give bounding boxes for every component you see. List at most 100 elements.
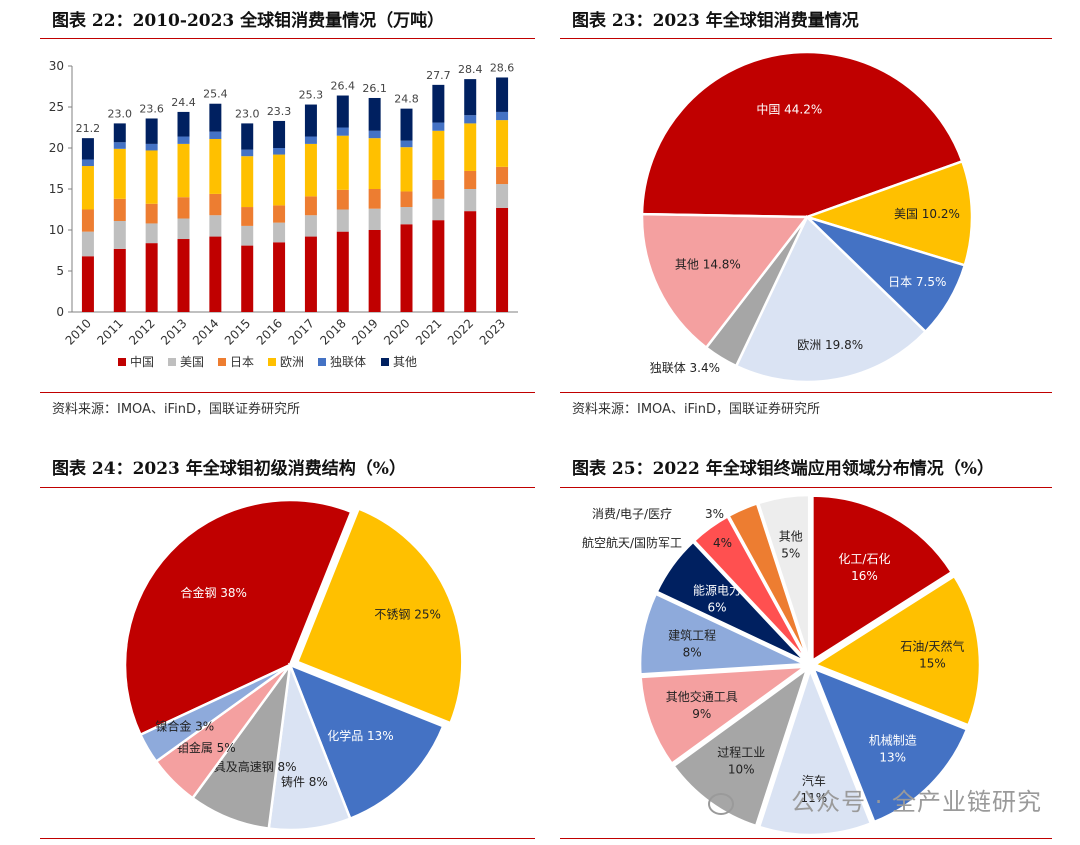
slice-label: 中国 44.2% — [756, 102, 822, 117]
bar-segment-独联体 — [432, 122, 445, 131]
x-tick-label: 2021 — [413, 316, 444, 347]
bar-segment-中国 — [273, 242, 286, 312]
panel-consumption-trend: 图表 22：2010-2023 全球钼消费量情况（万吨） 0 5 10 15 20 25 3… — [40, 6, 535, 426]
bar-total-label: 21.2 — [76, 122, 101, 135]
bar-segment-其他 — [400, 108, 413, 141]
slice-label: 石油/天然气 — [900, 638, 964, 653]
bar-segment-日本 — [273, 205, 286, 223]
slice-value: 9% — [692, 707, 711, 721]
bar-segment-日本 — [496, 166, 509, 185]
bar-segment-美国 — [400, 207, 413, 225]
bar-total-label: 27.7 — [426, 69, 451, 82]
bar-segment-独联体 — [209, 131, 222, 139]
slice-label: 不锈钢 25% — [374, 608, 441, 622]
bar-segment-欧洲 — [464, 123, 477, 171]
bar-segment-日本 — [113, 198, 126, 221]
slice-label: 钼金属 5% — [177, 740, 236, 755]
slice-label: 机械制造 — [869, 733, 917, 748]
slice-value: 5% — [781, 547, 800, 561]
y-tick-label: 25 — [49, 100, 64, 114]
bar-segment-美国 — [113, 220, 126, 249]
bar-segment-美国 — [209, 215, 222, 237]
bar-segment-独联体 — [273, 148, 286, 155]
x-tick-label: 2010 — [63, 316, 94, 347]
bar-segment-独联体 — [368, 130, 381, 139]
x-tick-label: 2014 — [190, 316, 221, 347]
pie-slice — [734, 214, 928, 384]
slice-label: 合金钢 38% — [180, 585, 247, 600]
bar-total-label: 23.6 — [139, 102, 164, 115]
pie-slice — [295, 507, 464, 725]
legend-label: 中国 — [130, 354, 154, 369]
slice-label: 美国 10.2% — [894, 207, 960, 221]
bar-segment-其他 — [81, 138, 94, 160]
bar-segment-美国 — [241, 225, 254, 246]
bar-segment-独联体 — [145, 143, 158, 151]
bar-segment-日本 — [209, 193, 222, 216]
bar-segment-美国 — [81, 231, 94, 257]
pie-slice — [654, 540, 807, 664]
bar-segment-欧洲 — [177, 143, 190, 198]
panel-consumption-2023: 图表 23：2023 年全球钼消费量情况 中国 44.2% 美国 10.2% 日本 … — [560, 6, 1052, 426]
bar-segment-独联体 — [241, 149, 254, 157]
bar-segment-中国 — [113, 248, 126, 312]
legend-label: 独联体 — [330, 355, 366, 369]
bar-segment-中国 — [81, 256, 94, 312]
slice-label: 其他 14.8% — [675, 258, 741, 272]
legend-label: 欧洲 — [280, 355, 304, 369]
legend-label: 日本 — [230, 355, 254, 369]
bar-segment-欧洲 — [145, 150, 158, 204]
bar-segment-中国 — [336, 231, 349, 312]
bar-segment-欧洲 — [81, 166, 94, 210]
legend-label: 其他 — [393, 355, 417, 369]
bar-segment-欧洲 — [113, 148, 126, 199]
y-tick-label: 15 — [49, 182, 64, 196]
slice-label: 航空航天/国防军工 — [582, 535, 682, 550]
bar-segment-欧洲 — [368, 138, 381, 189]
slice-value: 13% — [879, 751, 906, 765]
bar-segment-日本 — [464, 170, 477, 189]
slice-label: 镍合金 3% — [155, 719, 214, 734]
slice-value: 15% — [919, 656, 946, 670]
bar-segment-美国 — [368, 208, 381, 230]
pie-slice — [757, 666, 873, 837]
bar-total-label: 25.4 — [203, 88, 228, 101]
panel-end-use: 图表 25：2022 年全球钼终端应用领域分布情况（%） 化工/石化 16% 石油/… — [560, 454, 1052, 844]
watermark: 公众号 · 全产业链研究 — [791, 788, 1042, 816]
y-tick-label: 30 — [49, 59, 64, 73]
bar-total-label: 28.6 — [490, 61, 514, 74]
pie-slice — [138, 663, 291, 764]
bar-total-label: 25.3 — [299, 89, 324, 102]
bar-segment-欧洲 — [432, 130, 445, 180]
slice-label: 欧洲 19.8% — [797, 338, 863, 352]
wechat-icon — [708, 793, 734, 815]
bar-segment-其他 — [145, 118, 158, 144]
bar-total-label: 24.8 — [394, 93, 419, 106]
bar-total-label: 26.4 — [331, 80, 356, 93]
slice-label: 工具及高速钢 8% — [202, 759, 297, 774]
slice-label: 过程工业 — [717, 745, 765, 760]
bar-total-label: 23.0 — [235, 107, 260, 120]
x-tick-label: 2011 — [94, 316, 125, 347]
bar-segment-中国 — [177, 239, 190, 312]
slice-label: 能源电力 — [693, 583, 741, 597]
panel-title: 图表 23：2023 年全球钼消费量情况 — [572, 11, 859, 31]
bar-segment-中国 — [464, 211, 477, 312]
bar-segment-独联体 — [113, 142, 126, 149]
bar-segment-欧洲 — [496, 120, 509, 167]
x-tick-label: 2020 — [381, 316, 412, 347]
bar-segment-其他 — [368, 97, 381, 131]
bar-segment-欧洲 — [241, 156, 254, 208]
bar-segment-欧洲 — [273, 154, 286, 206]
pie-chart-end-use: 化工/石化 16% 石油/天然气 15% 机械制造 13% 汽车 11% 过程工业 10% 其他交通… — [582, 493, 982, 837]
x-tick-label: 2022 — [445, 316, 476, 347]
bar-segment-美国 — [304, 215, 317, 237]
y-tick-label: 5 — [56, 264, 64, 278]
slice-value: 3% — [705, 507, 724, 521]
bar-segment-中国 — [496, 207, 509, 312]
x-tick-label: 2015 — [222, 316, 253, 347]
pie-slice — [123, 498, 353, 737]
pie-slice — [638, 592, 806, 676]
bar-total-label: 23.0 — [108, 107, 132, 120]
bar-segment-欧洲 — [400, 147, 413, 192]
